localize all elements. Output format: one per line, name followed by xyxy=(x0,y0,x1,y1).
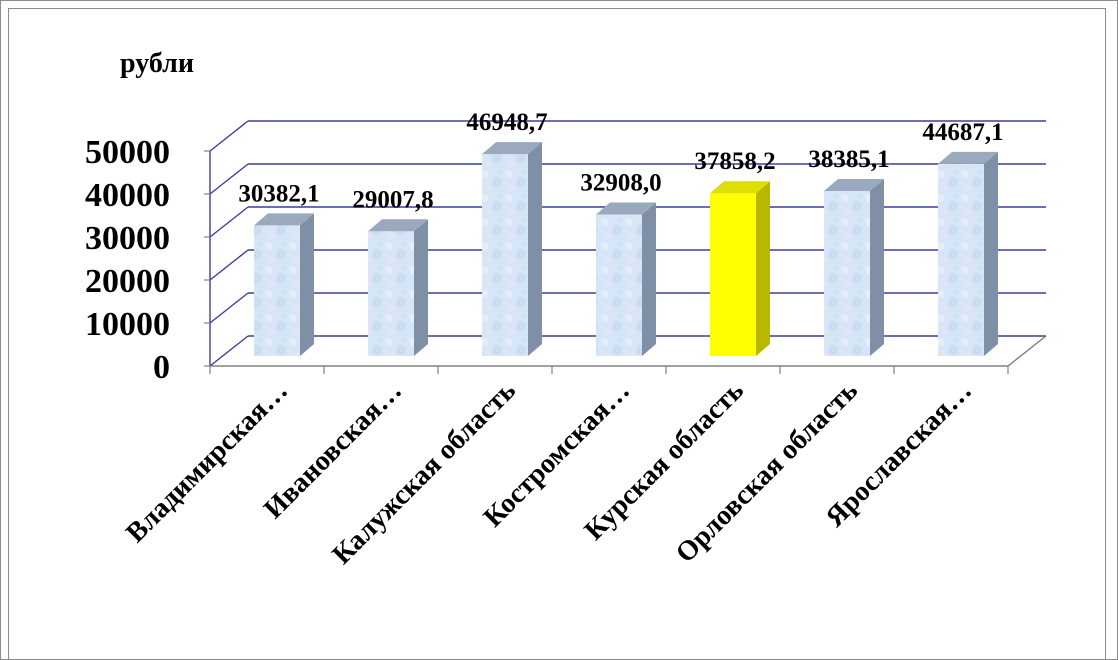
bar xyxy=(254,213,314,356)
bar-side xyxy=(300,213,314,356)
gridline-diagonal xyxy=(209,249,249,281)
gridline-diagonal xyxy=(209,163,249,195)
bar-front xyxy=(254,225,300,356)
bar-top xyxy=(254,213,314,226)
bar-side xyxy=(756,181,770,356)
data-label: 30382,1 xyxy=(238,180,319,207)
bar-front xyxy=(596,214,642,356)
bar-top xyxy=(596,202,656,215)
bar-top xyxy=(824,178,884,191)
chart-inner-frame xyxy=(8,8,1106,659)
bar-side xyxy=(984,151,998,356)
y-tick-label: 0 xyxy=(153,349,170,386)
y-axis-title: рубли xyxy=(120,48,194,79)
y-tick-label: 40000 xyxy=(85,177,170,214)
bar-side xyxy=(642,202,656,356)
bar-top xyxy=(938,151,998,164)
bar xyxy=(710,181,770,356)
x-tick-label: Владимирская… xyxy=(120,375,294,549)
bar-front xyxy=(938,163,984,356)
bar-side xyxy=(414,219,428,356)
bar xyxy=(938,151,998,356)
gridline-diagonal xyxy=(209,335,249,367)
bar-side xyxy=(870,178,884,356)
bar-front xyxy=(368,231,414,356)
data-label: 38385,1 xyxy=(808,146,889,173)
data-label: 32908,0 xyxy=(580,169,661,196)
bar xyxy=(368,219,428,356)
data-label: 29007,8 xyxy=(352,186,433,213)
bar-top xyxy=(368,219,428,232)
bar xyxy=(482,142,542,356)
y-tick-label: 50000 xyxy=(85,134,170,171)
y-tick-label: 10000 xyxy=(85,306,170,343)
gridline-diagonal xyxy=(209,292,249,324)
gridline-diagonal xyxy=(209,206,249,238)
bar-front xyxy=(824,190,870,356)
bar xyxy=(824,178,884,356)
bar xyxy=(596,202,656,356)
y-tick-label: 30000 xyxy=(85,220,170,257)
data-label: 37858,2 xyxy=(694,148,775,175)
bar-top xyxy=(482,142,542,155)
gridline-diagonal xyxy=(209,120,249,152)
data-label: 44687,1 xyxy=(922,119,1003,146)
bar-front xyxy=(710,193,756,356)
data-label: 46948,7 xyxy=(466,109,547,136)
y-tick-label: 20000 xyxy=(85,263,170,300)
bar-top xyxy=(710,181,770,194)
bar-side xyxy=(528,142,542,356)
bar-front xyxy=(482,154,528,356)
